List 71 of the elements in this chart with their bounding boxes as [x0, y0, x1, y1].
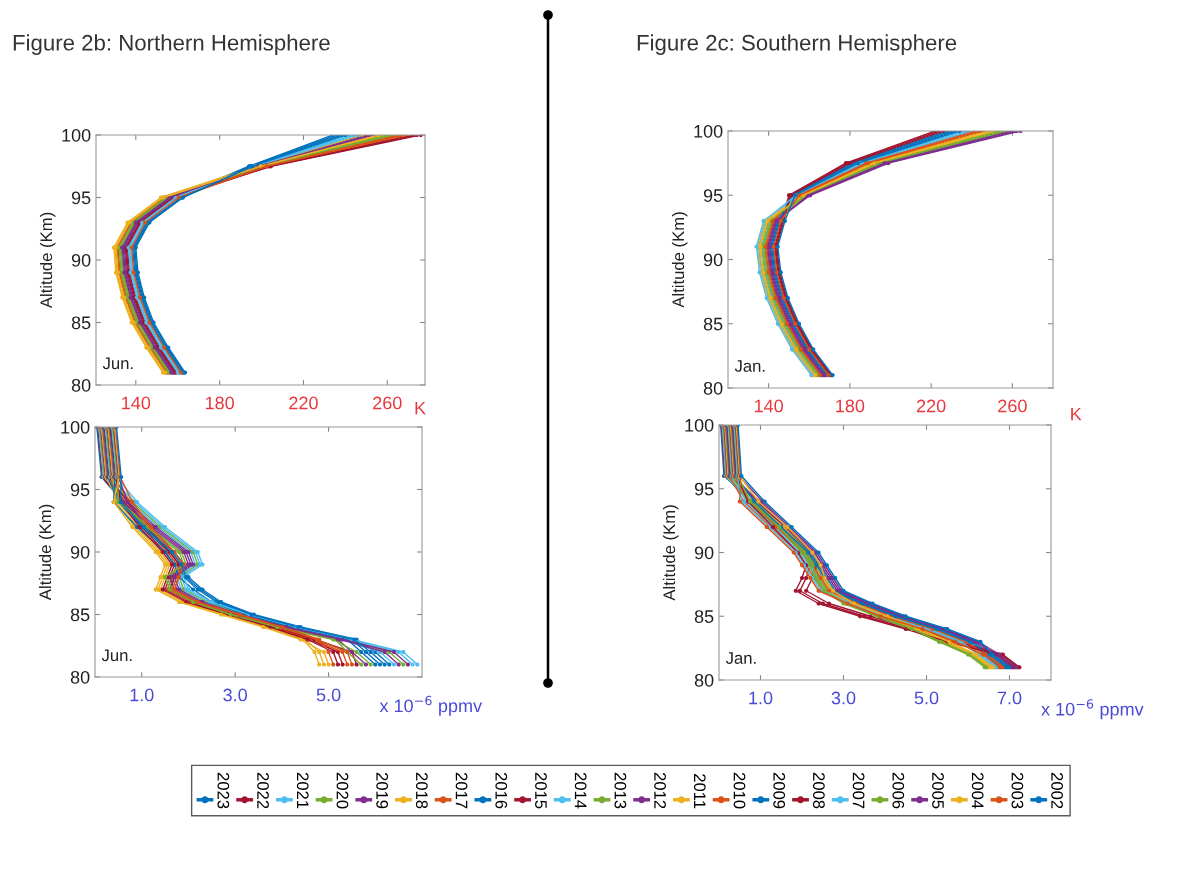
legend-label: 2008 [812, 772, 825, 809]
annotation: Jun. [101, 649, 132, 662]
legend-label: 2002 [1051, 772, 1063, 809]
legend-label: 2017 [455, 772, 468, 809]
x-tick-label: 3.0 [223, 688, 247, 702]
y-tick-label: 95 [71, 191, 91, 205]
chart-title: Figure 2c: Southern Hemisphere [637, 34, 957, 55]
legend-label: 2021 [296, 772, 309, 809]
y-tick-label: 100 [685, 418, 714, 432]
x-axis-title: x 10$^{−6}$ ppmv [1041, 699, 1144, 720]
x-tick-label: 140 [754, 399, 783, 413]
x-axis-title: K [1071, 407, 1082, 421]
y-tick-label: 95 [70, 483, 90, 497]
x-axis-title: K [415, 401, 426, 415]
y-tick-label: 90 [71, 253, 91, 267]
legend-label: 2004 [971, 772, 984, 809]
legend-label: 2020 [336, 772, 349, 809]
x-tick-label: 140 [122, 396, 151, 410]
legend-label: 2019 [376, 772, 389, 809]
y-axis-title: Altitude (Km) [38, 504, 55, 601]
y-tick-label: 85 [703, 317, 723, 331]
annotation: Jun. [102, 357, 133, 370]
legend-label: 2007 [852, 772, 865, 809]
legend-label: 2016 [495, 772, 508, 809]
y-tick-label: 90 [703, 253, 723, 267]
legend-label: 2006 [892, 772, 905, 809]
chart-title: Figure 2b: Northern Hemisphere [13, 34, 330, 55]
legend-label: 2015 [535, 772, 547, 809]
y-axis-title: Altitude (Km) [39, 212, 56, 309]
x-tick-label: 180 [205, 396, 234, 410]
legend-label: 2014 [574, 772, 587, 809]
y-axis-title: Altitude (Km) [671, 212, 688, 308]
y-tick-label: 80 [694, 673, 714, 687]
x-tick-label: 220 [916, 399, 946, 413]
legend-label: 2005 [932, 772, 944, 809]
y-tick-label: 100 [62, 128, 91, 142]
legend-label: 2003 [1011, 772, 1024, 809]
y-tick-label: 100 [61, 420, 90, 434]
x-tick-label: 260 [373, 396, 402, 410]
legend-label: 2022 [257, 772, 269, 809]
y-tick-label: 85 [71, 316, 91, 330]
y-tick-label: 80 [70, 670, 90, 684]
x-tick-label: 220 [289, 396, 318, 410]
legend-label: 2018 [415, 772, 428, 809]
x-tick-label: 1.0 [749, 691, 773, 705]
legend-label: 2011 [693, 774, 706, 809]
y-tick-label: 95 [703, 189, 723, 202]
legend-label: 2012 [654, 772, 666, 809]
y-tick-label: 90 [694, 546, 714, 560]
annotation: Jan. [725, 652, 756, 664]
annotation: Jan. [734, 360, 765, 372]
y-tick-label: 80 [703, 381, 723, 395]
x-tick-label: 3.0 [831, 691, 856, 705]
y-tick-label: 85 [70, 608, 90, 622]
x-tick-label: 1.0 [130, 688, 154, 702]
x-tick-label: 5.0 [914, 691, 939, 705]
legend-label: 2010 [733, 772, 746, 809]
x-tick-label: 7.0 [997, 691, 1022, 705]
y-tick-label: 95 [694, 482, 714, 496]
y-axis-title: Altitude (Km) [662, 505, 679, 601]
x-tick-label: 5.0 [316, 688, 341, 702]
y-tick-label: 80 [71, 378, 91, 392]
x-tick-label: 260 [998, 399, 1027, 413]
x-axis-title: x 10$^{−6}$ ppmv [379, 695, 483, 716]
legend-label: 2009 [773, 772, 786, 809]
x-tick-label: 180 [836, 399, 865, 413]
legend-label: 2013 [614, 772, 627, 809]
y-tick-label: 85 [694, 610, 714, 623]
y-tick-label: 90 [70, 545, 90, 559]
y-tick-label: 100 [694, 124, 723, 138]
legend-label: 2023 [217, 772, 230, 809]
